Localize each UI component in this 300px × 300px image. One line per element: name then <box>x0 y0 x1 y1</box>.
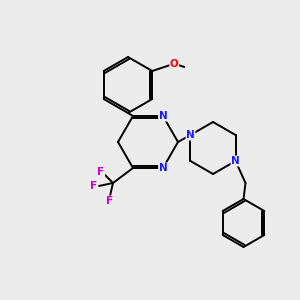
Text: N: N <box>186 130 195 140</box>
Text: F: F <box>90 181 98 191</box>
Text: O: O <box>170 59 178 69</box>
Text: N: N <box>159 163 167 173</box>
Text: F: F <box>106 196 114 206</box>
Text: N: N <box>231 156 240 166</box>
Text: F: F <box>98 167 105 177</box>
Text: N: N <box>159 111 167 121</box>
